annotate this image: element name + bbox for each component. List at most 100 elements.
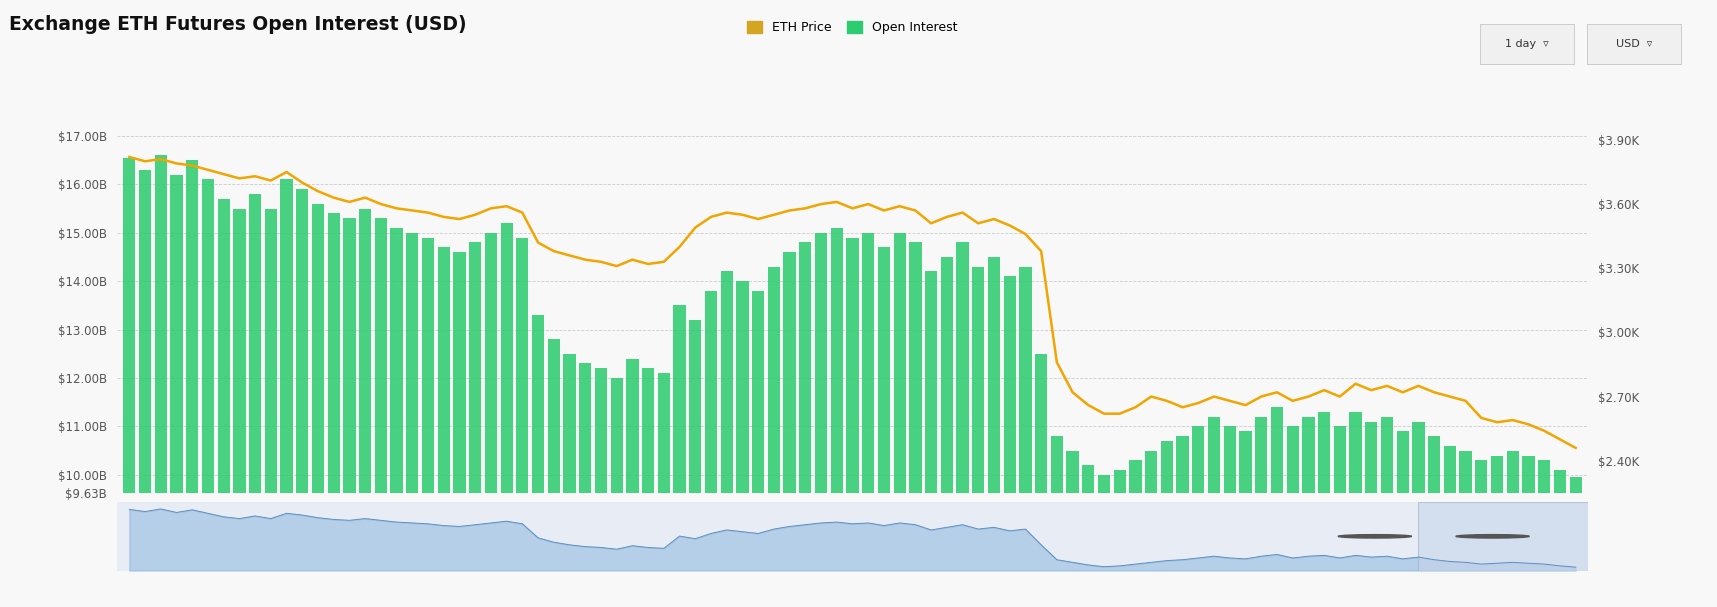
Bar [1554, 470, 1566, 607]
Bar [343, 218, 355, 607]
Bar [1114, 470, 1126, 607]
Bar [532, 315, 544, 607]
Bar [752, 291, 764, 607]
Bar [1490, 455, 1502, 607]
Bar [1145, 450, 1157, 607]
Bar [1444, 446, 1456, 607]
Bar [185, 160, 199, 607]
Bar [1380, 417, 1392, 607]
Text: USD  ▿: USD ▿ [1616, 39, 1652, 49]
Text: 1 day  ▿: 1 day ▿ [1506, 39, 1549, 49]
Bar [1523, 455, 1535, 607]
Circle shape [1456, 535, 1530, 538]
Bar [594, 368, 608, 607]
Bar [1365, 422, 1377, 607]
Bar [1082, 465, 1094, 607]
Bar [548, 339, 560, 607]
Bar [264, 209, 276, 607]
Bar [877, 247, 889, 607]
Bar [925, 271, 937, 607]
Bar [438, 247, 450, 607]
Bar [1569, 477, 1581, 607]
Bar [234, 209, 246, 607]
Bar [1301, 417, 1315, 607]
Bar [816, 232, 828, 607]
Bar [1475, 460, 1487, 607]
Bar [1066, 450, 1078, 607]
Bar [1020, 266, 1032, 607]
Text: Exchange ETH Futures Open Interest (USD): Exchange ETH Futures Open Interest (USD) [9, 15, 467, 34]
Bar [1209, 417, 1221, 607]
Bar [1538, 460, 1550, 607]
Bar [328, 213, 340, 607]
Bar [910, 242, 922, 607]
Bar [500, 223, 513, 607]
Bar [1240, 432, 1252, 607]
Bar [1429, 436, 1441, 607]
Bar [767, 266, 780, 607]
Bar [1035, 354, 1047, 607]
Bar [862, 232, 874, 607]
Bar [721, 271, 733, 607]
Bar [706, 291, 718, 607]
Bar [1413, 422, 1425, 607]
Bar [893, 232, 907, 607]
Bar [941, 257, 953, 607]
Bar [453, 252, 465, 607]
Bar [1003, 276, 1016, 607]
Bar [218, 199, 230, 607]
Bar [831, 228, 843, 607]
Bar [689, 320, 702, 607]
Bar [139, 170, 151, 607]
Bar [390, 228, 403, 607]
Bar [1255, 417, 1267, 607]
Bar [658, 373, 670, 607]
Bar [1271, 407, 1283, 607]
FancyBboxPatch shape [1418, 502, 1592, 571]
Bar [1192, 427, 1205, 607]
Bar [1334, 427, 1346, 607]
Bar [484, 232, 496, 607]
Bar [1161, 441, 1173, 607]
Bar [170, 175, 182, 607]
Bar [972, 266, 984, 607]
Bar [280, 180, 292, 607]
Bar [249, 194, 261, 607]
Bar [1130, 460, 1142, 607]
Bar [579, 364, 591, 607]
Bar [737, 281, 749, 607]
Bar [846, 237, 858, 607]
Bar [374, 218, 386, 607]
Bar [1506, 450, 1520, 607]
Bar [783, 252, 795, 607]
Bar [798, 242, 812, 607]
Bar [1097, 475, 1111, 607]
Bar [627, 359, 639, 607]
Bar [517, 237, 529, 607]
Bar [987, 257, 999, 607]
Bar [563, 354, 575, 607]
Bar [1286, 427, 1298, 607]
Bar [611, 378, 623, 607]
Bar [312, 204, 325, 607]
Bar [1224, 427, 1236, 607]
Bar [124, 158, 136, 607]
Bar [469, 242, 481, 607]
Bar [203, 180, 215, 607]
Bar [1459, 450, 1471, 607]
Bar [422, 237, 434, 607]
Bar [295, 189, 309, 607]
Bar [1396, 432, 1410, 607]
Bar [956, 242, 968, 607]
Bar [642, 368, 654, 607]
Bar [407, 232, 419, 607]
Bar [1350, 412, 1362, 607]
Circle shape [1338, 535, 1411, 538]
Bar [1176, 436, 1188, 607]
Bar [1051, 436, 1063, 607]
Bar [359, 209, 371, 607]
Bar [673, 305, 685, 607]
Bar [155, 155, 167, 607]
Bar [1319, 412, 1331, 607]
Legend: ETH Price, Open Interest: ETH Price, Open Interest [742, 16, 963, 39]
